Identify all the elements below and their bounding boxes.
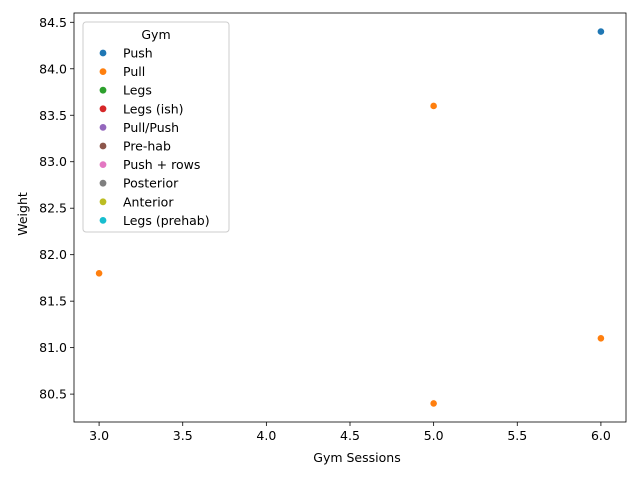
legend-marker: [99, 68, 107, 75]
x-tick-label: 6.0: [591, 428, 611, 443]
x-tick-label: 4.0: [256, 428, 276, 443]
x-tick-label: 3.5: [173, 428, 193, 443]
legend-entry-label: Legs (ish): [123, 101, 184, 116]
legend-entry-label: Legs (prehab): [123, 213, 210, 228]
legend-entry-label: Anterior: [123, 194, 174, 209]
legend-entry-label: Pull/Push: [123, 120, 179, 135]
x-tick-label: 3.0: [89, 428, 109, 443]
y-tick-label: 81.0: [39, 340, 67, 355]
legend-marker: [99, 49, 107, 57]
x-axis: 3.0 3.5 4.0 4.5 5.0 5.5 6.0: [89, 422, 611, 443]
legend-marker: [99, 198, 107, 206]
y-axis-label: Weight: [15, 192, 30, 236]
data-point: [597, 27, 605, 36]
legend-marker: [99, 161, 107, 169]
y-tick-label: 83.0: [39, 154, 67, 169]
y-tick-label: 82.0: [39, 247, 67, 262]
legend-entry-label: Legs: [123, 83, 152, 98]
x-tick-label: 5.5: [507, 428, 527, 443]
x-tick-label: 5.0: [424, 428, 444, 443]
legend-marker: [99, 217, 107, 224]
x-tick-label: 4.5: [340, 428, 360, 443]
y-tick-label: 84.0: [39, 61, 67, 76]
y-tick-label: 80.5: [39, 387, 67, 402]
legend-marker: [99, 105, 107, 113]
legend-entry-label: Push: [123, 46, 153, 61]
data-points: [95, 27, 605, 408]
data-point: [95, 269, 103, 278]
legend-marker: [99, 86, 107, 94]
y-tick-label: 83.5: [39, 108, 67, 123]
legend-marker: [99, 142, 107, 150]
legend-box: [82, 21, 230, 233]
legend-marker: [99, 124, 107, 131]
y-tick-label: 82.5: [39, 201, 67, 216]
data-point: [429, 399, 438, 408]
y-tick-label: 81.5: [39, 294, 67, 309]
legend-entry-label: Posterior: [123, 176, 179, 191]
y-tick-label: 84.5: [39, 15, 67, 30]
legend-entry-label: Pull: [123, 64, 145, 79]
legend-marker: [99, 179, 107, 187]
legend-title: Gym: [141, 27, 170, 42]
legend: Gym Push Pull Legs Legs (ish) Pull/Push Pre-ha…: [82, 21, 230, 233]
x-axis-label: Gym Sessions: [313, 450, 400, 465]
legend-entry-label: Push + rows: [123, 157, 200, 172]
data-point: [597, 334, 605, 343]
data-point: [429, 102, 438, 110]
y-axis: 80.5 81.0 81.5 82.0 82.5 83.0 83.5 84.0 84.5: [39, 15, 74, 402]
legend-entry-label: Pre-hab: [123, 139, 171, 154]
